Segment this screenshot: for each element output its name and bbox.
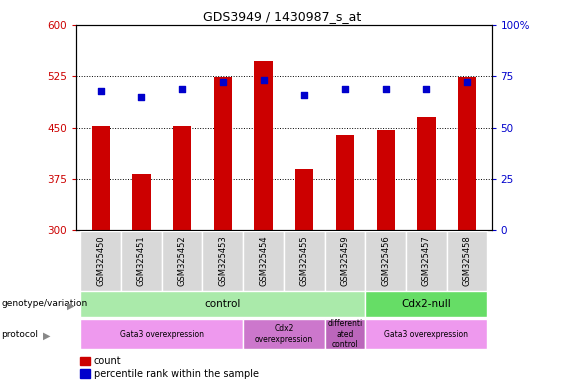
Point <box>259 77 268 83</box>
FancyBboxPatch shape <box>325 231 366 291</box>
Text: Gata3 overexpression: Gata3 overexpression <box>120 329 204 339</box>
Bar <box>214 77 232 230</box>
Point <box>177 86 186 92</box>
Point <box>137 94 146 100</box>
Text: GSM325452: GSM325452 <box>177 236 186 286</box>
Text: control: control <box>205 299 241 309</box>
Text: GSM325453: GSM325453 <box>218 235 227 286</box>
Point <box>341 86 350 92</box>
Text: genotype/variation: genotype/variation <box>1 299 88 308</box>
Text: GSM325450: GSM325450 <box>96 236 105 286</box>
Bar <box>132 174 151 230</box>
FancyBboxPatch shape <box>243 319 325 349</box>
Bar <box>417 118 436 230</box>
Text: percentile rank within the sample: percentile rank within the sample <box>94 369 259 379</box>
Bar <box>80 369 90 378</box>
Text: GSM325458: GSM325458 <box>463 235 472 286</box>
Text: differenti
ated
control: differenti ated control <box>327 319 363 349</box>
FancyBboxPatch shape <box>366 231 406 291</box>
Bar <box>336 134 354 230</box>
FancyBboxPatch shape <box>366 291 488 317</box>
Text: ▶: ▶ <box>67 301 74 311</box>
FancyBboxPatch shape <box>243 231 284 291</box>
FancyBboxPatch shape <box>284 231 325 291</box>
Text: ▶: ▶ <box>43 331 50 341</box>
Bar <box>173 126 192 230</box>
FancyBboxPatch shape <box>80 231 121 291</box>
FancyBboxPatch shape <box>80 291 366 317</box>
FancyBboxPatch shape <box>162 231 202 291</box>
Bar <box>295 169 314 230</box>
FancyBboxPatch shape <box>121 231 162 291</box>
FancyBboxPatch shape <box>366 319 488 349</box>
Text: Cdx2
overexpression: Cdx2 overexpression <box>255 324 313 344</box>
Text: GDS3949 / 1430987_s_at: GDS3949 / 1430987_s_at <box>203 10 362 23</box>
Text: Cdx2-null: Cdx2-null <box>402 299 451 309</box>
Text: GSM325455: GSM325455 <box>300 236 308 286</box>
Text: protocol: protocol <box>1 329 38 339</box>
Point <box>218 79 227 86</box>
Bar <box>80 357 90 366</box>
Bar <box>376 130 395 230</box>
Bar <box>92 126 110 230</box>
Text: GSM325456: GSM325456 <box>381 235 390 286</box>
Text: Gata3 overexpression: Gata3 overexpression <box>384 329 468 339</box>
Text: GSM325459: GSM325459 <box>341 236 350 286</box>
Text: GSM325457: GSM325457 <box>422 235 431 286</box>
Point <box>463 79 472 86</box>
Text: count: count <box>94 356 121 366</box>
Point <box>422 86 431 92</box>
Point <box>96 88 105 94</box>
Bar <box>254 61 273 230</box>
FancyBboxPatch shape <box>80 319 243 349</box>
FancyBboxPatch shape <box>325 319 366 349</box>
Point <box>300 92 309 98</box>
FancyBboxPatch shape <box>447 231 488 291</box>
FancyBboxPatch shape <box>202 231 243 291</box>
Point <box>381 86 390 92</box>
Text: GSM325451: GSM325451 <box>137 236 146 286</box>
Text: GSM325454: GSM325454 <box>259 236 268 286</box>
Bar <box>458 77 476 230</box>
FancyBboxPatch shape <box>406 231 447 291</box>
